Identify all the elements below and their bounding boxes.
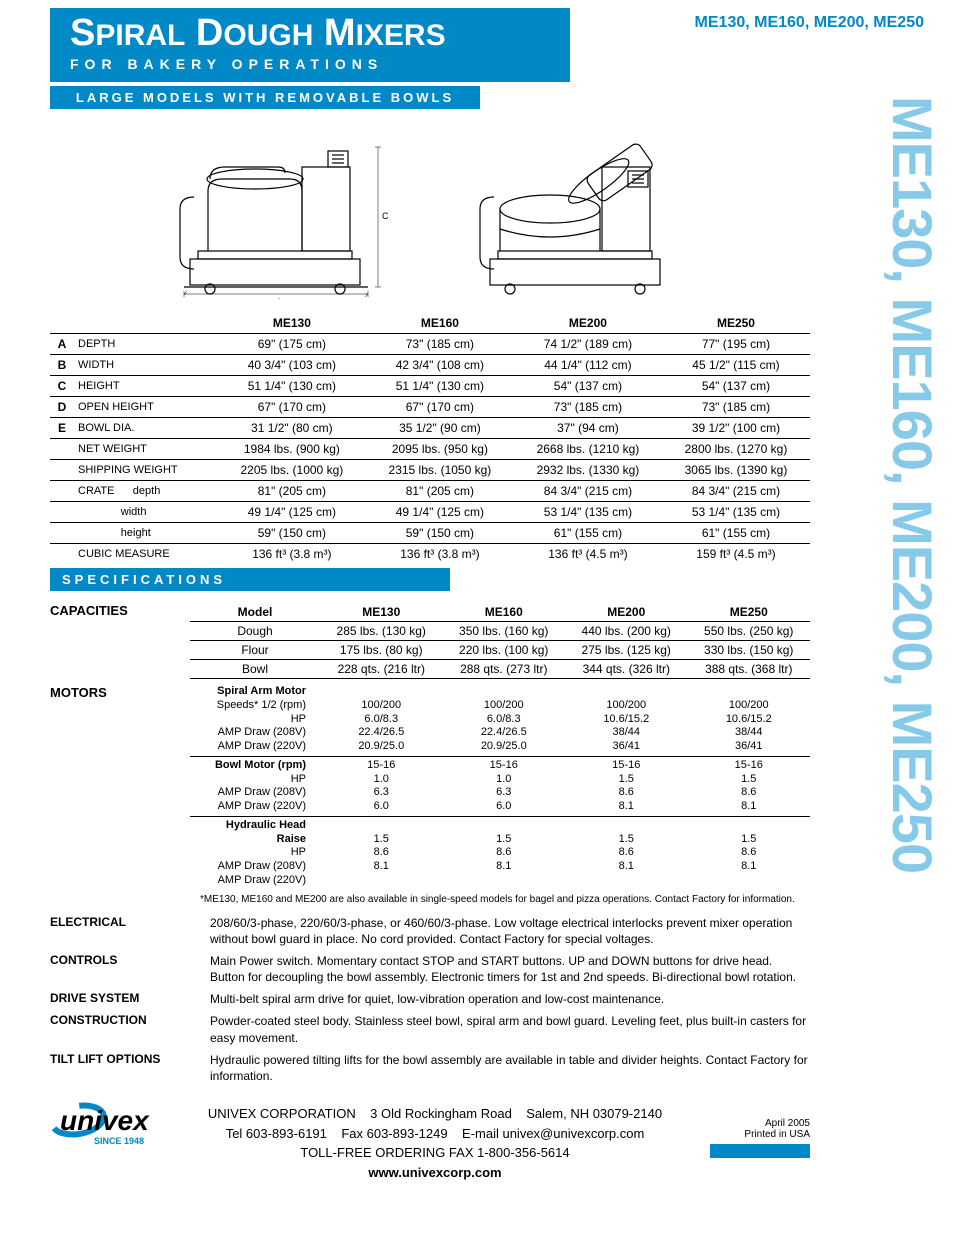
description-row: TILT LIFT OPTIONSHydraulic powered tilti…: [50, 1052, 810, 1084]
table-row: Bowl228 qts. (216 ltr)288 qts. (273 ltr)…: [190, 660, 810, 679]
printed-in: Printed in USA: [700, 1129, 810, 1140]
model-list-header: ME130, ME160, ME200, ME250: [695, 14, 924, 32]
footer-website: www.univexcorp.com: [170, 1163, 700, 1183]
footer-line2: Tel 603-893-6191 Fax 603-893-1249 E-mail…: [170, 1124, 700, 1144]
description-row: DRIVE SYSTEMMulti-belt spiral arm drive …: [50, 991, 810, 1007]
section-header-specs: SPECIFICATIONS: [50, 568, 450, 591]
svg-text:A: A: [276, 297, 282, 299]
section-header-large-models: LARGE MODELS WITH REMOVABLE BOWLS: [50, 86, 480, 109]
table-row: E BOWL DIA.31 1/2" (80 cm)35 1/2" (90 cm…: [50, 418, 810, 439]
dim-col-2: ME200: [514, 313, 662, 334]
description-row: CONSTRUCTIONPowder-coated steel body. St…: [50, 1013, 810, 1045]
desc-label: TILT LIFT OPTIONS: [50, 1052, 210, 1084]
motors-table: Spiral Arm MotorSpeeds* 1/2 (rpm)HPAMP D…: [190, 683, 810, 890]
desc-text: 208/60/3-phase, 220/60/3-phase, or 460/6…: [210, 915, 810, 947]
spec-hdr-2: ME160: [443, 603, 566, 622]
footer-meta: April 2005 Printed in USA: [700, 1118, 810, 1158]
desc-text: Hydraulic powered tilting lifts for the …: [210, 1052, 810, 1084]
subtitle: FOR BAKERY OPERATIONS: [70, 56, 550, 72]
diagram-closed: A C: [150, 119, 410, 299]
table-row: CUBIC MEASURE136 ft³ (3.8 m³)136 ft³ (3.…: [50, 544, 810, 565]
dim-col-1: ME160: [366, 313, 514, 334]
footer-contact: UNIVEX CORPORATION 3 Old Rockingham Road…: [170, 1104, 700, 1182]
table-row: C HEIGHT51 1/4" (130 cm)51 1/4" (130 cm)…: [50, 376, 810, 397]
table-row: CRATE depth81" (205 cm)81" (205 cm)84 3/…: [50, 481, 810, 502]
table-row: Bowl Motor (rpm)HPAMP Draw (208V)AMP Dra…: [190, 756, 810, 816]
svg-text:univex: univex: [60, 1105, 150, 1136]
footer-line3: TOLL-FREE ORDERING FAX 1-800-356-5614: [170, 1143, 700, 1163]
footnote: *ME130, ME160 and ME200 are also availab…: [200, 894, 810, 905]
svg-text:C: C: [382, 211, 389, 221]
spec-hdr-1: ME130: [320, 603, 443, 622]
title-banner: SPIRAL DOUGH MIXERS FOR BAKERY OPERATION…: [50, 8, 570, 82]
capacities-label: CAPACITIES: [50, 599, 190, 679]
company-logo: univex SINCE 1948: [50, 1098, 170, 1155]
table-row: B WIDTH40 3/4" (103 cm)42 3/4" (108 cm)4…: [50, 355, 810, 376]
spec-hdr-3: ME200: [565, 603, 688, 622]
spec-hdr-4: ME250: [688, 603, 811, 622]
motors-label: MOTORS: [50, 679, 190, 890]
table-row: Hydraulic Head RaiseHPAMP Draw (208V)AMP…: [190, 816, 810, 889]
desc-text: Multi-belt spiral arm drive for quiet, l…: [210, 991, 664, 1007]
table-row: NET WEIGHT1984 lbs. (900 kg)2095 lbs. (9…: [50, 439, 810, 460]
footer-line1: UNIVEX CORPORATION 3 Old Rockingham Road…: [170, 1104, 700, 1124]
table-row: D OPEN HEIGHT67" (170 cm)67" (170 cm)73"…: [50, 397, 810, 418]
desc-label: CONSTRUCTION: [50, 1013, 210, 1045]
table-row: Flour175 lbs. (80 kg)220 lbs. (100 kg)27…: [190, 641, 810, 660]
desc-text: Powder-coated steel body. Stainless stee…: [210, 1013, 810, 1045]
svg-text:SINCE 1948: SINCE 1948: [94, 1136, 144, 1146]
table-row: height59" (150 cm)59" (150 cm)61" (155 c…: [50, 523, 810, 544]
dim-col-3: ME250: [662, 313, 810, 334]
table-row: SHIPPING WEIGHT2205 lbs. (1000 kg)2315 l…: [50, 460, 810, 481]
spec-hdr-model: Model: [190, 603, 320, 622]
table-row: Spiral Arm MotorSpeeds* 1/2 (rpm)HPAMP D…: [190, 683, 810, 756]
dim-col-0: ME130: [218, 313, 366, 334]
capacities-table: Model ME130 ME160 ME200 ME250 Dough285 l…: [190, 603, 810, 679]
diagram-open: [450, 119, 710, 299]
desc-text: Main Power switch. Momentary contact STO…: [210, 953, 810, 985]
desc-label: CONTROLS: [50, 953, 210, 985]
dimensions-table: ME130 ME160 ME200 ME250 A DEPTH69" (175 …: [50, 313, 810, 564]
footer-accent-bar: [710, 1144, 810, 1158]
desc-label: DRIVE SYSTEM: [50, 991, 210, 1007]
table-row: width49 1/4" (125 cm)49 1/4" (125 cm)53 …: [50, 502, 810, 523]
table-row: A DEPTH69" (175 cm)73" (185 cm)74 1/2" (…: [50, 334, 810, 355]
table-row: Dough285 lbs. (130 kg)350 lbs. (160 kg)4…: [190, 622, 810, 641]
description-row: ELECTRICAL208/60/3-phase, 220/60/3-phase…: [50, 915, 810, 947]
print-date: April 2005: [700, 1118, 810, 1129]
desc-label: ELECTRICAL: [50, 915, 210, 947]
product-diagrams: A C: [50, 119, 810, 299]
description-row: CONTROLSMain Power switch. Momentary con…: [50, 953, 810, 985]
vertical-model-list: ME130, ME160, ME200, ME250: [884, 96, 940, 873]
main-title: SPIRAL DOUGH MIXERS: [70, 14, 550, 52]
